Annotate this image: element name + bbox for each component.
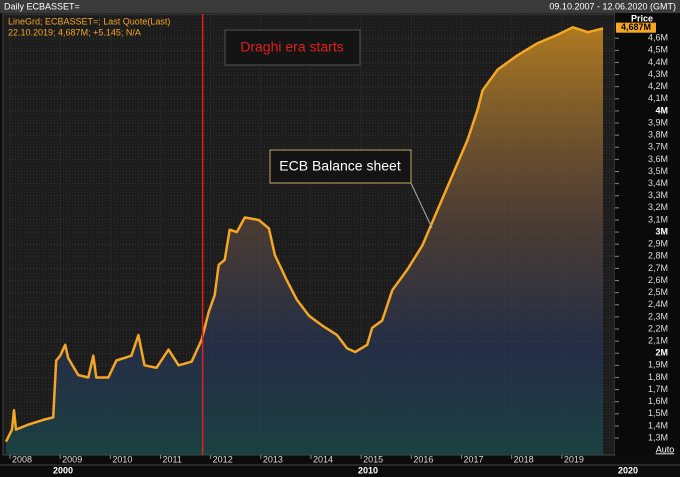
y-tick-label: 4,2M xyxy=(648,81,668,91)
x-tick-label: 2009 xyxy=(62,454,82,464)
y-tick-label: 1,9M xyxy=(648,360,668,370)
y-tick-label: 2,8M xyxy=(648,251,668,261)
y-tick-label: 4,1M xyxy=(648,93,668,103)
x-tick-label: 2010 xyxy=(112,454,132,464)
annotation: Draghi era starts xyxy=(240,39,343,55)
x-tick-label: 2019 xyxy=(564,454,584,464)
y-tick-label: 2,5M xyxy=(648,287,668,297)
y-tick-label: 4,6M xyxy=(648,33,668,43)
chart-title: Daily ECBASSET= xyxy=(4,1,80,11)
y-tick-label: 4,4M xyxy=(648,57,668,67)
y-tick-label: 4M xyxy=(655,105,668,115)
x-tick-label: 2011 xyxy=(163,454,182,464)
y-axis-panel xyxy=(615,14,680,455)
y-tick-label: 1,5M xyxy=(648,408,668,418)
y-tick-label: 4,5M xyxy=(648,45,668,55)
y-tick-label: 3M xyxy=(655,226,668,236)
leader-line xyxy=(410,182,433,229)
y-tick-label: 1,3M xyxy=(648,432,668,442)
y-tick-label: 2,7M xyxy=(648,263,668,273)
date-range: 09.10.2007 - 12.06.2020 (GMT) xyxy=(549,1,676,11)
y-tick-label: 1,8M xyxy=(648,372,668,382)
area xyxy=(6,27,603,456)
y-tick-label: 1,4M xyxy=(648,420,668,430)
y-tick-label: 3,2M xyxy=(648,202,668,212)
annotation-box xyxy=(224,29,361,66)
y-tick-label: 1,7M xyxy=(648,384,668,394)
decade-label: 2020 xyxy=(618,465,638,475)
y-tick-label: 3,5M xyxy=(648,166,668,176)
line xyxy=(4,26,604,443)
x-tick-label: 2016 xyxy=(413,454,433,464)
annotation-box xyxy=(269,149,412,184)
annotation: ECB Balance sheet xyxy=(279,158,401,174)
y-tick-label: 3,9M xyxy=(648,117,668,127)
x-tick-label: 2013 xyxy=(263,454,283,464)
y-tick-label: 3,6M xyxy=(648,154,668,164)
y-tick-label: 2,2M xyxy=(648,323,668,333)
last-value-box xyxy=(616,22,656,33)
x-tick-label: 2017 xyxy=(463,454,483,464)
y-tick-label: 2,9M xyxy=(648,239,668,249)
y-tick-label: 3,4M xyxy=(648,178,668,188)
axis-title: Price xyxy=(631,13,653,23)
y-tick-label: 3,3M xyxy=(648,190,668,200)
y-tick-label: 4,3M xyxy=(648,69,668,79)
legend-line: LineGrd; ECBASSET=; Last Quote(Last) xyxy=(8,16,170,26)
x-tick-label: 2012 xyxy=(213,454,233,464)
y-tick-label: 1,6M xyxy=(648,396,668,406)
x-tick-label: 2015 xyxy=(363,454,383,464)
last-value-label: 4,687M xyxy=(621,22,651,32)
y-tick-label: 2,4M xyxy=(648,299,668,309)
decade-label: 2000 xyxy=(53,465,73,475)
y-tick-label: 3,1M xyxy=(648,214,668,224)
y-tick-label: 2,1M xyxy=(648,335,668,345)
x-tick-label: 2014 xyxy=(313,454,333,464)
y-tick-label: 3,7M xyxy=(648,142,668,152)
x-tick-label: 2018 xyxy=(514,454,534,464)
decade-label: 2010 xyxy=(358,465,378,475)
y-tick-label: 3,8M xyxy=(648,130,668,140)
y-tick-label: 2,3M xyxy=(648,311,668,321)
y-tick-label: 2M xyxy=(655,348,668,358)
auto-button[interactable]: Auto xyxy=(656,444,675,454)
x-tick-label: 2008 xyxy=(12,454,32,464)
title-bar xyxy=(0,0,680,13)
legend-line: 22.10.2019; 4,687M; +5.145; N/A xyxy=(8,27,141,37)
y-tick-label: 2,6M xyxy=(648,275,668,285)
